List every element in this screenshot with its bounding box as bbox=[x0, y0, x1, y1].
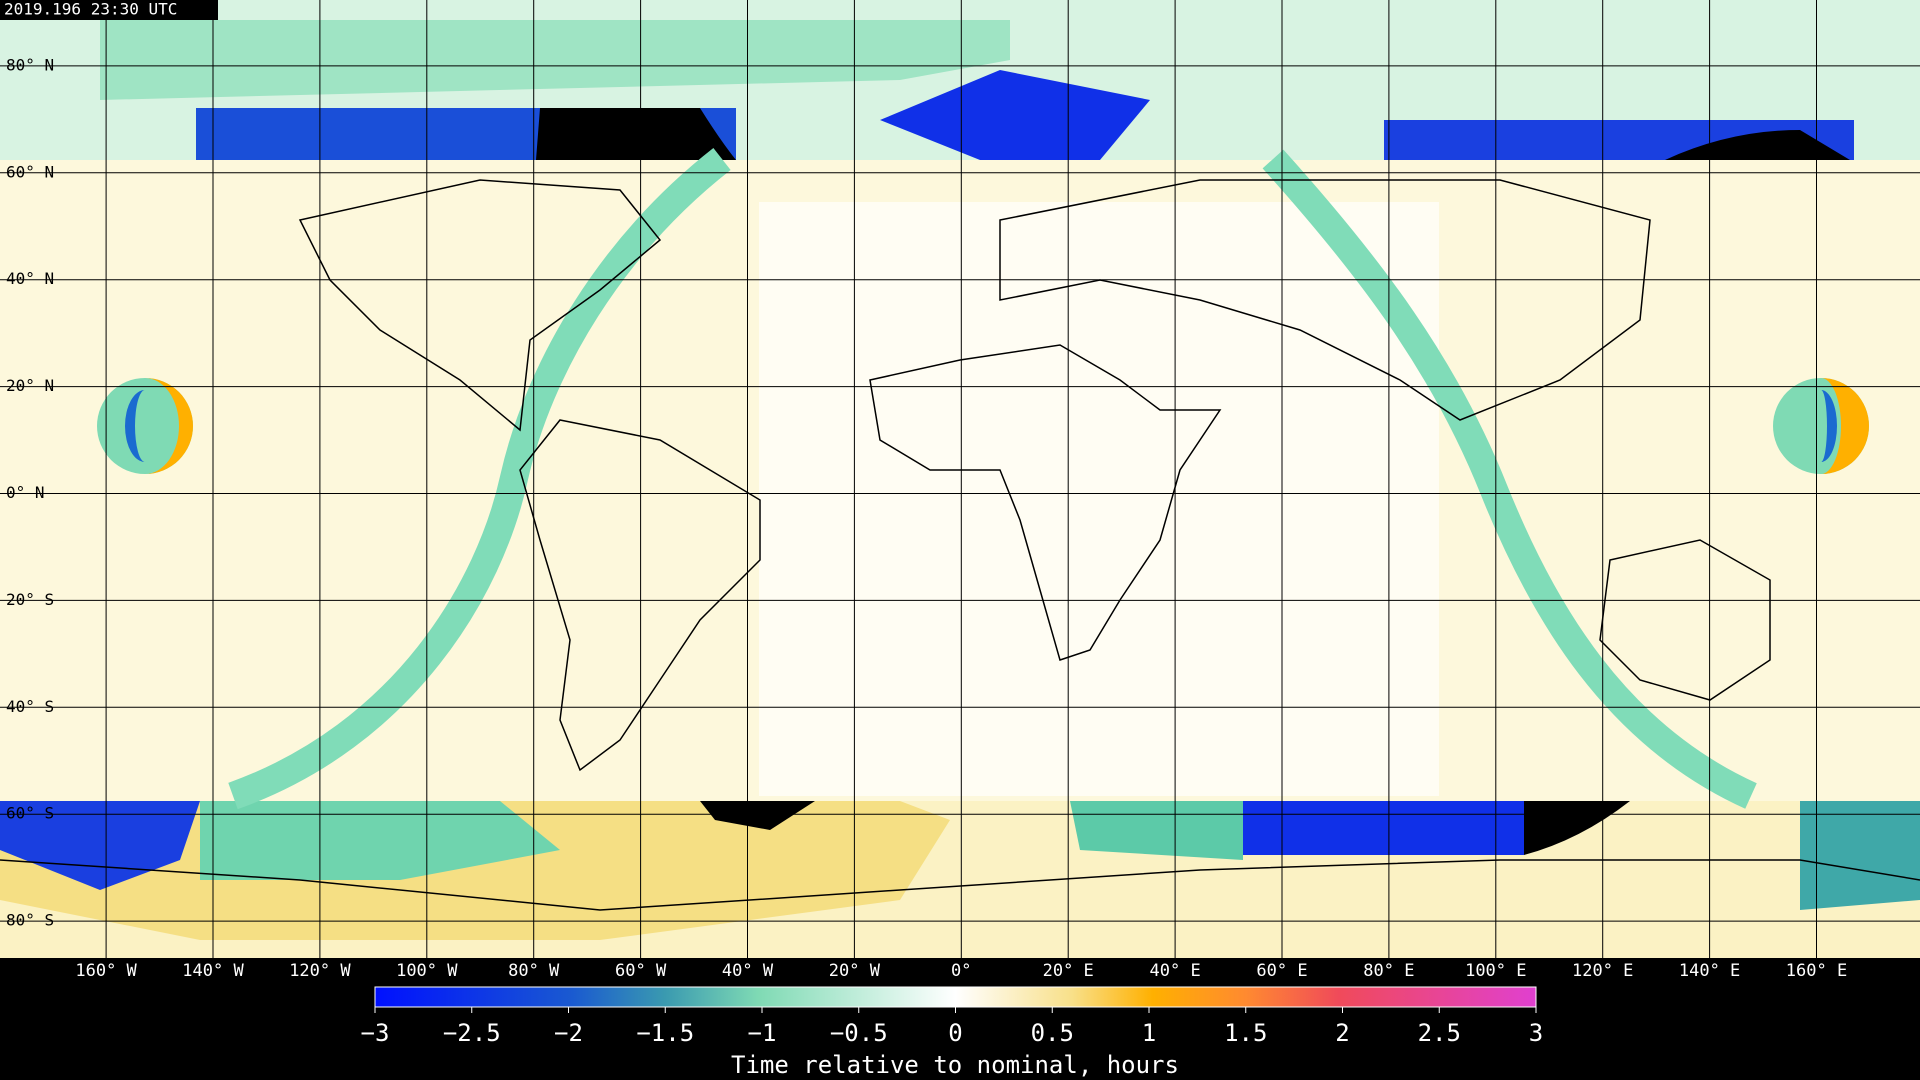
lat-label: 20° S bbox=[6, 590, 54, 609]
coastline bbox=[298, 179, 662, 432]
polar-region bbox=[700, 801, 815, 830]
footer bbox=[0, 958, 1920, 1080]
polar-region bbox=[1665, 130, 1850, 160]
lat-label: 80° N bbox=[6, 55, 54, 74]
polar-region bbox=[1070, 801, 1243, 860]
lat-label: 20° N bbox=[6, 376, 54, 395]
lon-label: 0° bbox=[951, 961, 971, 981]
inset-disk bbox=[1773, 378, 1869, 474]
lon-label: 120° E bbox=[1572, 961, 1633, 981]
colorbar-tick-label: 1.5 bbox=[1224, 1019, 1267, 1047]
lon-label: 100° W bbox=[396, 961, 458, 981]
polar-region bbox=[200, 801, 560, 880]
lon-label: 40° E bbox=[1150, 961, 1201, 981]
map-region bbox=[759, 202, 1439, 796]
lon-label: 160° W bbox=[75, 961, 137, 981]
coastline bbox=[1599, 539, 1771, 701]
timestamp: 2019.196 23:30 UTC bbox=[4, 0, 177, 19]
lon-label: 120° W bbox=[289, 961, 351, 981]
colorbar-tick-label: −1 bbox=[748, 1019, 777, 1047]
lon-label: 60° E bbox=[1256, 961, 1307, 981]
polar-region bbox=[1800, 801, 1920, 910]
coastline bbox=[519, 419, 761, 772]
colorbar-tick-label: −3 bbox=[361, 1019, 390, 1047]
lon-label: 160° E bbox=[1786, 961, 1847, 981]
colorbar-tick-label: 2 bbox=[1335, 1019, 1349, 1047]
colorbar-tick-label: 0.5 bbox=[1031, 1019, 1074, 1047]
lon-label: 140° E bbox=[1679, 961, 1740, 981]
inset-disk bbox=[97, 378, 193, 474]
timestamp-box bbox=[0, 0, 218, 20]
polar-region bbox=[100, 20, 1010, 100]
lat-label: 60° N bbox=[6, 162, 54, 181]
lat-label: 40° S bbox=[6, 697, 54, 716]
colorbar-title: Time relative to nominal, hours bbox=[731, 1051, 1179, 1079]
lat-label: 40° N bbox=[6, 269, 54, 288]
colorbar-tick-label: −2.5 bbox=[443, 1019, 501, 1047]
colorbar-tick-label: 2.5 bbox=[1418, 1019, 1461, 1047]
colorbar-tick-label: 1 bbox=[1142, 1019, 1156, 1047]
lon-label: 80° E bbox=[1363, 961, 1414, 981]
coastline bbox=[0, 859, 1920, 911]
terminator-band bbox=[1262, 149, 1757, 809]
lat-label: 80° S bbox=[6, 911, 54, 930]
terminator-band bbox=[228, 147, 731, 810]
lon-label: 20° E bbox=[1043, 961, 1094, 981]
colorbar-tick-label: 0 bbox=[948, 1019, 962, 1047]
polar-region bbox=[0, 801, 200, 890]
lon-label: 140° W bbox=[182, 961, 244, 981]
colorbar-tick-label: −1.5 bbox=[636, 1019, 694, 1047]
lon-label: 40° W bbox=[722, 961, 774, 981]
colorbar bbox=[374, 986, 1537, 1008]
polar-region bbox=[880, 70, 1150, 160]
lon-label: 100° E bbox=[1465, 961, 1526, 981]
colorbar-tick-label: −2 bbox=[554, 1019, 583, 1047]
colorbar-tick-label: 3 bbox=[1529, 1019, 1543, 1047]
lat-label: 0° N bbox=[6, 483, 45, 502]
polar-region bbox=[1243, 801, 1524, 855]
lon-label: 60° W bbox=[615, 961, 667, 981]
graticule bbox=[0, 0, 1920, 958]
lat-label: 60° S bbox=[6, 804, 54, 823]
colorbar-tick-label: −0.5 bbox=[830, 1019, 888, 1047]
lon-label: 80° W bbox=[508, 961, 560, 981]
lon-label: 20° W bbox=[829, 961, 881, 981]
polar-region bbox=[536, 108, 736, 160]
